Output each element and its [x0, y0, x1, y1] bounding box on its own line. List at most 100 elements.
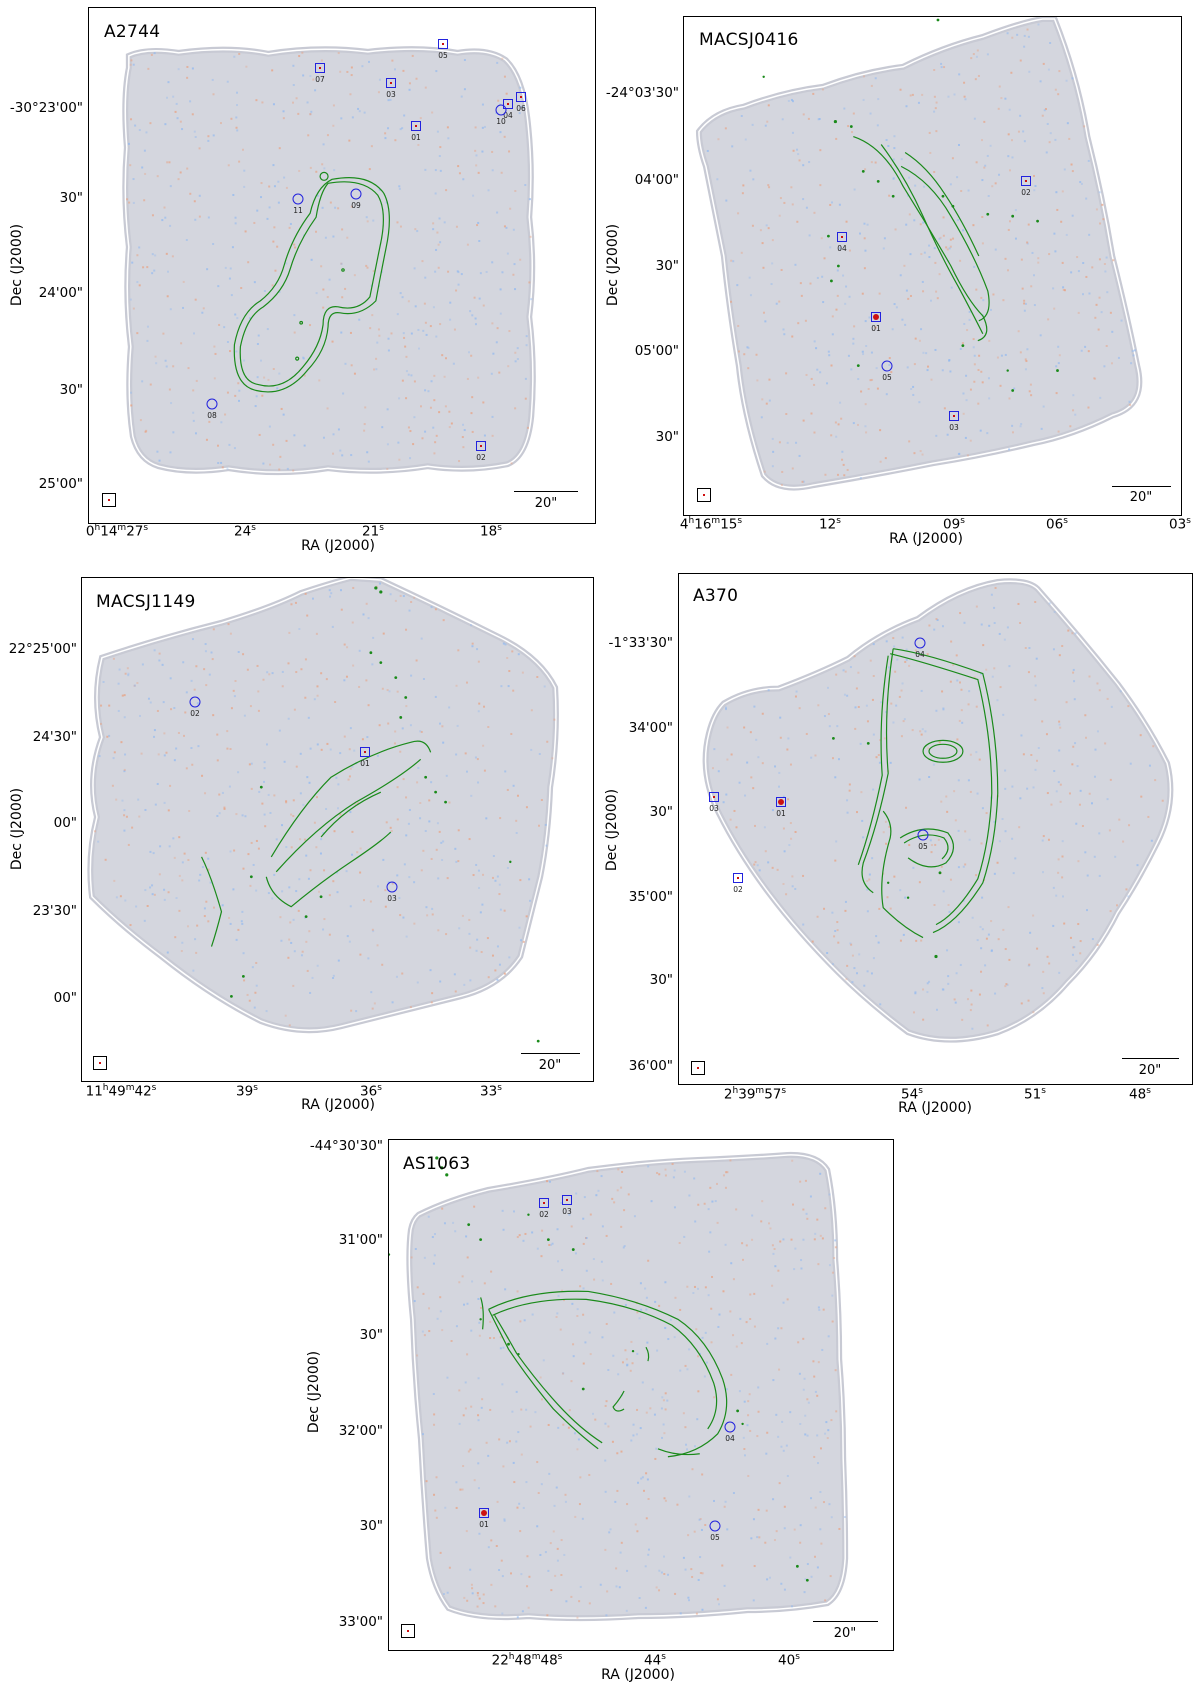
noise-pixel	[844, 302, 847, 305]
source-label: 04	[915, 650, 925, 659]
noise-pixel	[136, 332, 139, 335]
noise-pixel	[124, 899, 127, 902]
noise-pixel	[772, 1498, 775, 1501]
noise-pixel	[717, 1325, 720, 1328]
noise-pixel	[732, 1278, 735, 1281]
noise-pixel	[773, 1539, 776, 1542]
noise-pixel	[234, 679, 237, 682]
noise-pixel	[194, 298, 197, 301]
noise-pixel	[499, 1347, 502, 1350]
noise-pixel	[466, 243, 469, 246]
noise-pixel	[827, 350, 830, 353]
noise-pixel	[816, 1218, 819, 1221]
noise-pixel	[724, 1186, 727, 1189]
noise-pixel	[768, 186, 771, 189]
noise-pixel	[986, 432, 989, 435]
noise-pixel	[920, 689, 923, 692]
noise-pixel	[605, 1614, 608, 1617]
noise-pixel	[885, 711, 888, 714]
noise-pixel	[946, 949, 949, 952]
noise-pixel	[928, 980, 931, 983]
noise-pixel	[347, 778, 350, 781]
noise-pixel	[1079, 789, 1082, 792]
noise-pixel	[332, 124, 335, 127]
noise-pixel	[1002, 299, 1005, 302]
noise-pixel	[926, 982, 929, 985]
noise-pixel	[305, 940, 308, 943]
noise-pixel	[194, 432, 197, 435]
noise-pixel	[788, 844, 791, 847]
noise-pixel	[834, 421, 837, 424]
noise-pixel	[1028, 70, 1031, 73]
noise-pixel	[1069, 936, 1072, 939]
noise-pixel	[662, 1423, 665, 1426]
noise-pixel	[395, 975, 398, 978]
noise-pixel	[1036, 947, 1039, 950]
noise-pixel	[918, 401, 921, 404]
noise-pixel	[430, 606, 433, 609]
noise-pixel	[554, 1574, 557, 1577]
noise-pixel	[130, 391, 133, 394]
noise-pixel	[1136, 864, 1139, 867]
map-a2744	[122, 46, 536, 476]
noise-pixel	[975, 605, 978, 608]
noise-pixel	[233, 695, 236, 698]
noise-pixel	[1024, 302, 1027, 305]
noise-pixel	[339, 70, 342, 73]
noise-pixel	[819, 1528, 822, 1531]
noise-pixel	[753, 1325, 756, 1328]
noise-pixel	[935, 1008, 938, 1011]
noise-pixel	[221, 904, 224, 907]
noise-pixel	[487, 726, 490, 729]
noise-pixel	[804, 1414, 807, 1417]
noise-pixel	[166, 161, 169, 164]
source-square-marker	[709, 792, 719, 802]
noise-pixel	[998, 840, 1001, 843]
noise-pixel	[149, 122, 152, 125]
noise-pixel	[1041, 839, 1044, 842]
noise-pixel	[164, 359, 167, 362]
noise-pixel	[835, 1410, 838, 1413]
noise-pixel	[780, 1445, 783, 1448]
noise-pixel	[309, 869, 312, 872]
beam-size-box	[102, 493, 116, 507]
noise-pixel	[281, 670, 284, 673]
noise-pixel	[1010, 139, 1013, 142]
noise-pixel	[421, 1433, 424, 1436]
noise-pixel	[663, 1572, 666, 1575]
source-label: 05	[918, 842, 928, 851]
noise-pixel	[465, 1235, 468, 1238]
noise-pixel	[877, 941, 880, 944]
noise-pixel	[978, 354, 981, 357]
noise-pixel	[115, 798, 118, 801]
noise-pixel	[879, 1003, 882, 1006]
noise-pixel	[767, 861, 770, 864]
noise-pixel	[1154, 779, 1157, 782]
noise-pixel	[791, 203, 794, 206]
noise-pixel	[179, 171, 182, 174]
noise-pixel	[972, 53, 975, 56]
noise-pixel	[905, 105, 908, 108]
noise-pixel	[936, 297, 939, 300]
noise-pixel	[470, 1329, 473, 1332]
noise-pixel	[175, 102, 178, 105]
noise-pixel	[827, 686, 830, 689]
noise-pixel	[735, 1345, 738, 1348]
noise-pixel	[326, 296, 329, 299]
noise-pixel	[730, 1373, 733, 1376]
noise-pixel	[482, 1593, 485, 1596]
noise-pixel	[1058, 723, 1061, 726]
noise-pixel	[147, 67, 150, 70]
y-axis-label: Dec (J2000)	[9, 223, 25, 307]
noise-pixel	[981, 381, 984, 384]
noise-pixel	[783, 201, 786, 204]
noise-pixel	[541, 1229, 544, 1232]
noise-pixel	[251, 966, 254, 969]
noise-pixel	[740, 115, 743, 117]
noise-pixel	[501, 271, 504, 274]
noise-pixel	[326, 407, 329, 410]
noise-pixel	[564, 1493, 567, 1496]
noise-pixel	[465, 681, 468, 684]
noise-pixel	[1066, 122, 1069, 125]
noise-pixel	[306, 969, 309, 972]
